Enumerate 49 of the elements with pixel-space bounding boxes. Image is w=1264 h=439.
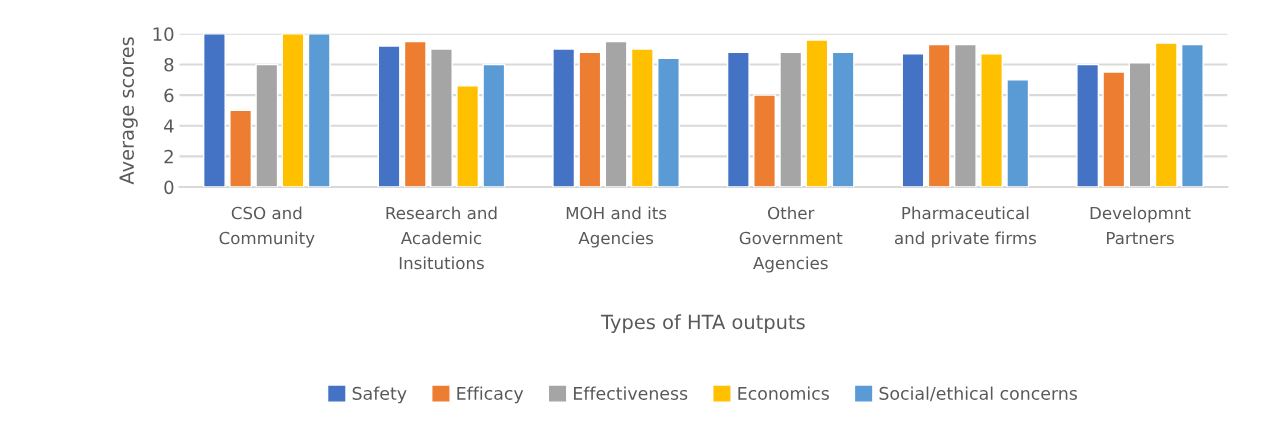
bar [202,33,226,188]
x-tick-label: Developmnt Partners [1090,206,1191,245]
legend-label: Effectiveness [574,386,688,400]
bar [953,43,977,188]
x-tick-label: MOH and its Agencies [566,206,667,248]
bar [980,53,1004,188]
x-tick-label: Pharmaceutical and private firms [894,206,1036,248]
y-tick-label: 4 [164,119,174,133]
bar [1180,43,1204,188]
y-tick-label: 8 [164,57,174,72]
bar [604,40,628,188]
bar [1154,42,1178,188]
bar [229,109,253,188]
bar [779,51,803,188]
y-tick-label: 2 [164,149,173,164]
bar [482,63,506,188]
bar [1128,62,1152,188]
bar [1102,71,1126,188]
bar [456,85,480,188]
y-axis-title: Average scores [119,37,138,185]
x-axis-title: Types of HTA outputs [601,314,805,334]
bar [281,33,305,188]
bar [927,43,951,188]
bar [1076,63,1100,188]
bar [901,53,925,188]
bar [430,48,453,188]
bar [552,48,576,188]
legend-label: Efficacy [457,386,524,404]
legend-label: Safety [352,386,407,404]
y-tick-label: 10 [153,27,174,41]
bar [255,63,279,188]
y-tick-label: 0 [164,180,174,195]
bar [753,94,776,188]
x-tick-label: Research and Academic Insitutions [386,206,497,270]
y-tick-label: 6 [164,88,174,103]
legend-label: Economics [738,386,829,400]
bar [307,33,331,188]
x-tick-label: CSO and Community [219,206,315,248]
bar [377,45,401,188]
bar [657,57,680,188]
bar [1006,79,1030,188]
bar [805,39,829,188]
legend-label: Social/ethical concerns [879,386,1078,402]
bar [831,51,855,188]
x-tick-label: Other Government Agencies [739,206,843,273]
bar [403,40,427,188]
bar [630,48,654,188]
bar [578,51,602,188]
bar [726,51,750,188]
